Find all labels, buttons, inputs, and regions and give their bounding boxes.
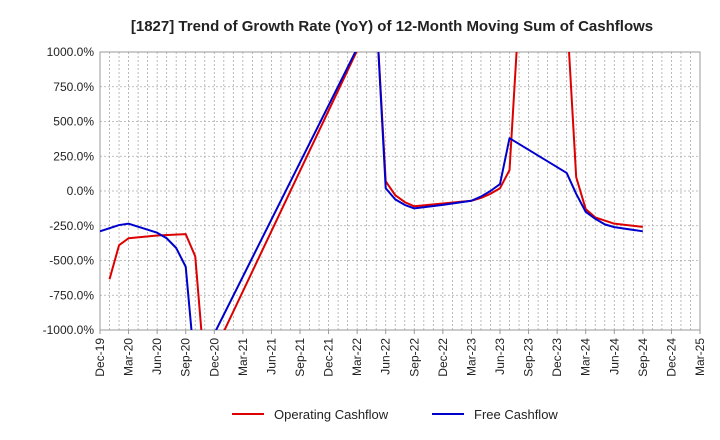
series-line-free-cashflow xyxy=(100,52,644,330)
y-axis: 1000.0% 750.0% 500.0% 250.0% 0.0% -250.0% -500… xyxy=(43,45,95,337)
x-tick-label: Dec-23 xyxy=(550,338,564,377)
x-tick-label: Dec-22 xyxy=(436,338,450,377)
series-lines xyxy=(100,52,644,330)
x-axis: Dec-19 Mar-20 Jun-20 Sep-20 Dec-20 Mar-21 Jun-… xyxy=(93,330,707,377)
x-tick-label: Jun-21 xyxy=(264,338,278,375)
x-tick-label: Sep-22 xyxy=(407,338,421,377)
y-tick-label: -250.0% xyxy=(49,219,94,233)
x-tick-label: Dec-19 xyxy=(93,338,107,377)
y-tick-label: -500.0% xyxy=(49,254,94,268)
legend: Operating Cashflow Free Cashflow xyxy=(232,407,558,422)
x-tick-label: Mar-21 xyxy=(236,338,250,376)
x-tick-label: Sep-20 xyxy=(179,338,193,377)
x-tick-label: Sep-23 xyxy=(522,338,536,377)
chart-title: [1827] Trend of Growth Rate (YoY) of 12-… xyxy=(131,18,653,35)
y-tick-label: -750.0% xyxy=(49,288,94,302)
x-tick-label: Mar-23 xyxy=(464,338,478,376)
x-tick-label: Mar-24 xyxy=(579,338,593,376)
grid xyxy=(100,52,700,330)
y-tick-label: -1000.0% xyxy=(43,323,95,337)
x-tick-label: Mar-25 xyxy=(693,338,707,376)
x-tick-label: Jun-24 xyxy=(607,338,621,375)
x-tick-label: Sep-21 xyxy=(293,338,307,377)
x-tick-label: Jun-20 xyxy=(150,338,164,375)
x-tick-label: Dec-20 xyxy=(207,338,221,377)
x-tick-label: Sep-24 xyxy=(636,338,650,377)
x-tick-label: Mar-22 xyxy=(350,338,364,376)
x-tick-label: Dec-24 xyxy=(664,338,678,377)
y-tick-label: 500.0% xyxy=(53,115,94,129)
series-line-operating-cashflow xyxy=(108,52,643,330)
x-tick-label: Dec-21 xyxy=(322,338,336,377)
y-tick-label: 1000.0% xyxy=(47,45,95,59)
legend-label: Free Cashflow xyxy=(474,407,558,422)
y-tick-label: 750.0% xyxy=(53,80,94,94)
legend-label: Operating Cashflow xyxy=(274,407,389,422)
x-tick-label: Jun-23 xyxy=(493,338,507,375)
y-tick-label: 250.0% xyxy=(53,149,94,163)
y-tick-label: 0.0% xyxy=(67,184,95,198)
x-tick-label: Jun-22 xyxy=(379,338,393,375)
x-tick-label: Mar-20 xyxy=(122,338,136,376)
plot-frame xyxy=(99,51,701,331)
